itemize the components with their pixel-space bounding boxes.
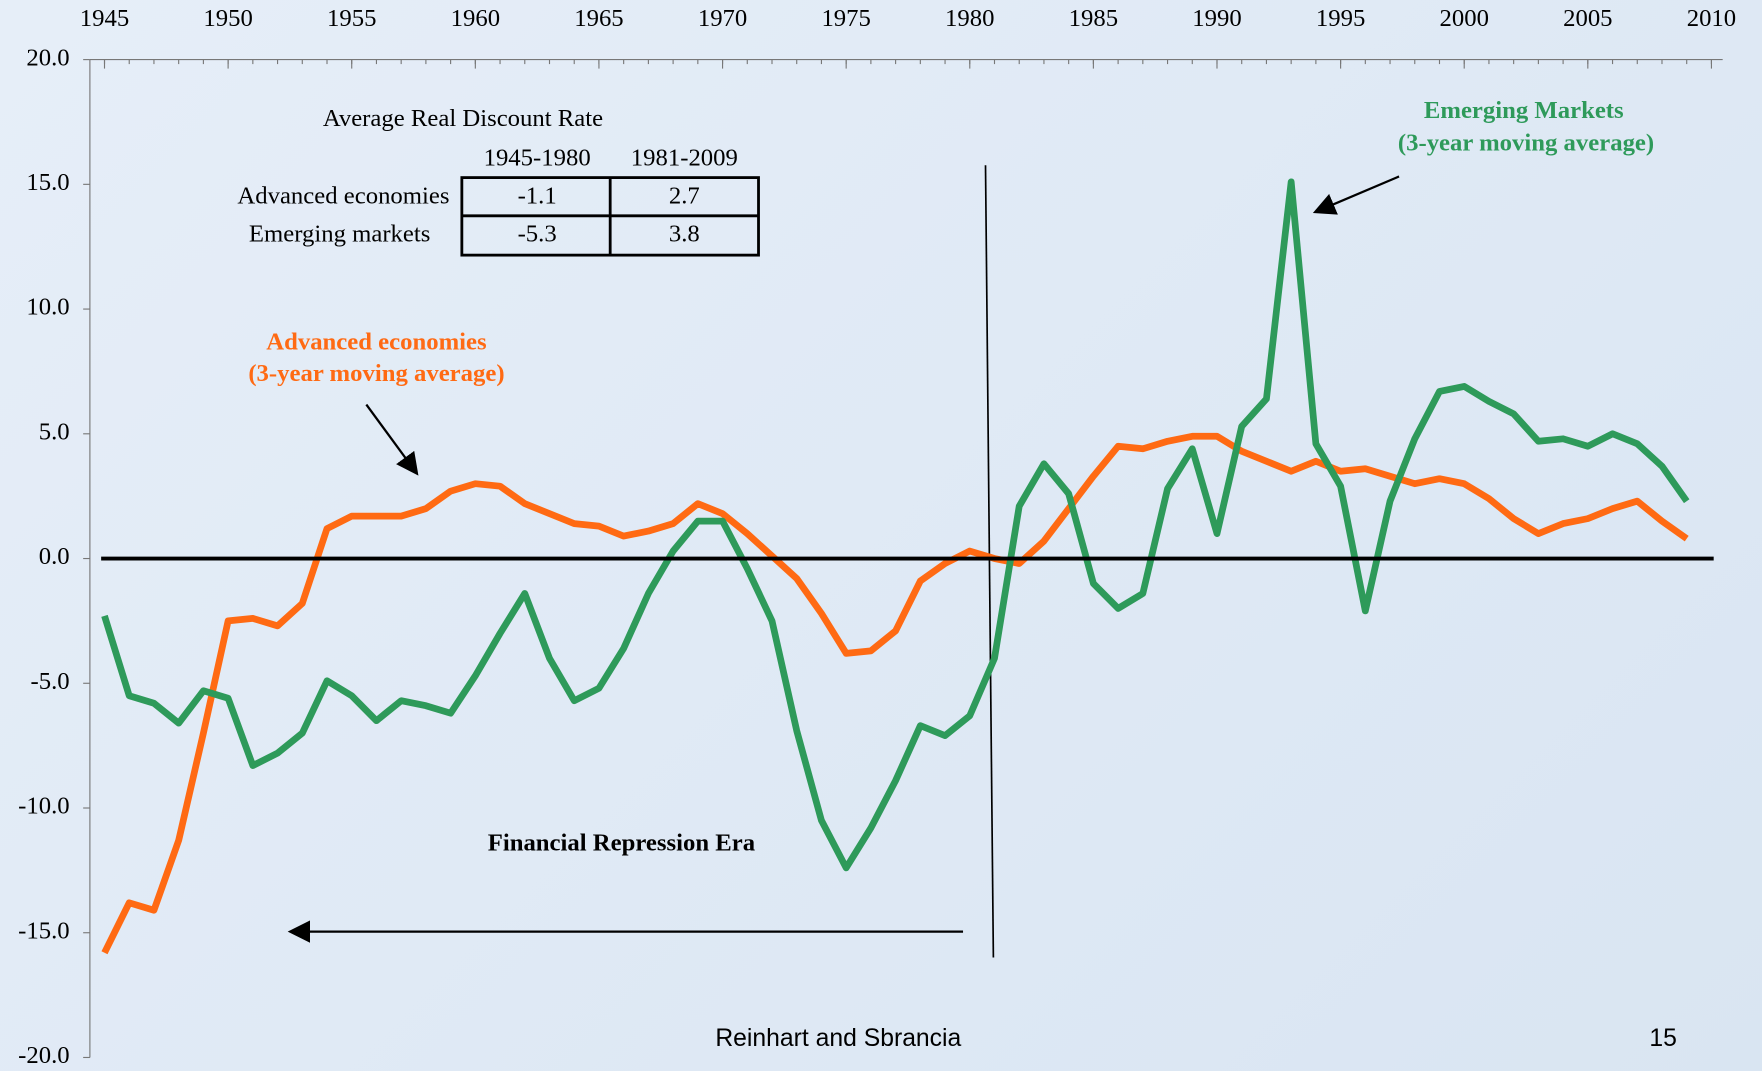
x-tick-label: 1995 xyxy=(1316,5,1365,32)
y-tick-label: -5.0 xyxy=(31,668,70,695)
y-tick-label: 10.0 xyxy=(26,294,69,321)
table-cell: 3.8 xyxy=(669,221,700,248)
footer-page: 15 xyxy=(1649,1025,1676,1052)
series-line xyxy=(101,178,1690,872)
x-tick-label: 1975 xyxy=(821,5,870,32)
table-row-label: Advanced economies xyxy=(237,182,449,209)
annotation: (3-year moving average) xyxy=(1398,130,1654,157)
x-tick-label: 1950 xyxy=(203,5,252,32)
annotation: (3-year moving average) xyxy=(248,360,504,387)
annotation: Financial Repression Era xyxy=(488,830,755,857)
table-cell: -5.3 xyxy=(518,221,557,248)
table-title: Average Real Discount Rate xyxy=(323,105,603,132)
arrow xyxy=(365,403,419,476)
y-tick-label: -20.0 xyxy=(18,1042,70,1069)
x-tick-label: 2000 xyxy=(1439,5,1488,32)
y-tick-label: -15.0 xyxy=(18,917,70,944)
x-tick-label: 1970 xyxy=(698,5,747,32)
table-row-label: Emerging markets xyxy=(249,221,430,248)
x-tick-label: 1945 xyxy=(80,5,129,32)
y-tick-label: 15.0 xyxy=(26,169,69,196)
x-tick-label: 1990 xyxy=(1192,5,1241,32)
divider-line xyxy=(984,165,995,958)
y-tick-label: 0.0 xyxy=(39,543,70,570)
annotation: Emerging Markets xyxy=(1424,97,1624,124)
table-cell: -1.1 xyxy=(518,182,557,209)
arrow xyxy=(1312,175,1400,215)
table-grid xyxy=(460,176,760,257)
annotation: Advanced economies xyxy=(266,329,487,356)
y-tick-label: 20.0 xyxy=(26,44,69,71)
y-tick-label: -10.0 xyxy=(18,793,70,820)
x-tick-label: 2005 xyxy=(1563,5,1612,32)
x-tick-label: 2010 xyxy=(1687,5,1736,32)
x-tick-label: 1965 xyxy=(574,5,623,32)
footer-source: Reinhart and Sbrancia xyxy=(715,1025,961,1052)
table-cell: 2.7 xyxy=(669,182,700,209)
x-tick-label: 1980 xyxy=(945,5,994,32)
plot xyxy=(101,178,1690,955)
y-tick-label: 5.0 xyxy=(39,418,70,445)
table-col: 1981-2009 xyxy=(631,144,738,171)
x-tick-label: 1985 xyxy=(1069,5,1118,32)
x-tick-label: 1960 xyxy=(451,5,500,32)
table-col: 1945-1980 xyxy=(484,144,591,171)
minor-ticks xyxy=(103,59,1712,65)
series-line xyxy=(101,432,1689,955)
x-tick-label: 1955 xyxy=(327,5,376,32)
